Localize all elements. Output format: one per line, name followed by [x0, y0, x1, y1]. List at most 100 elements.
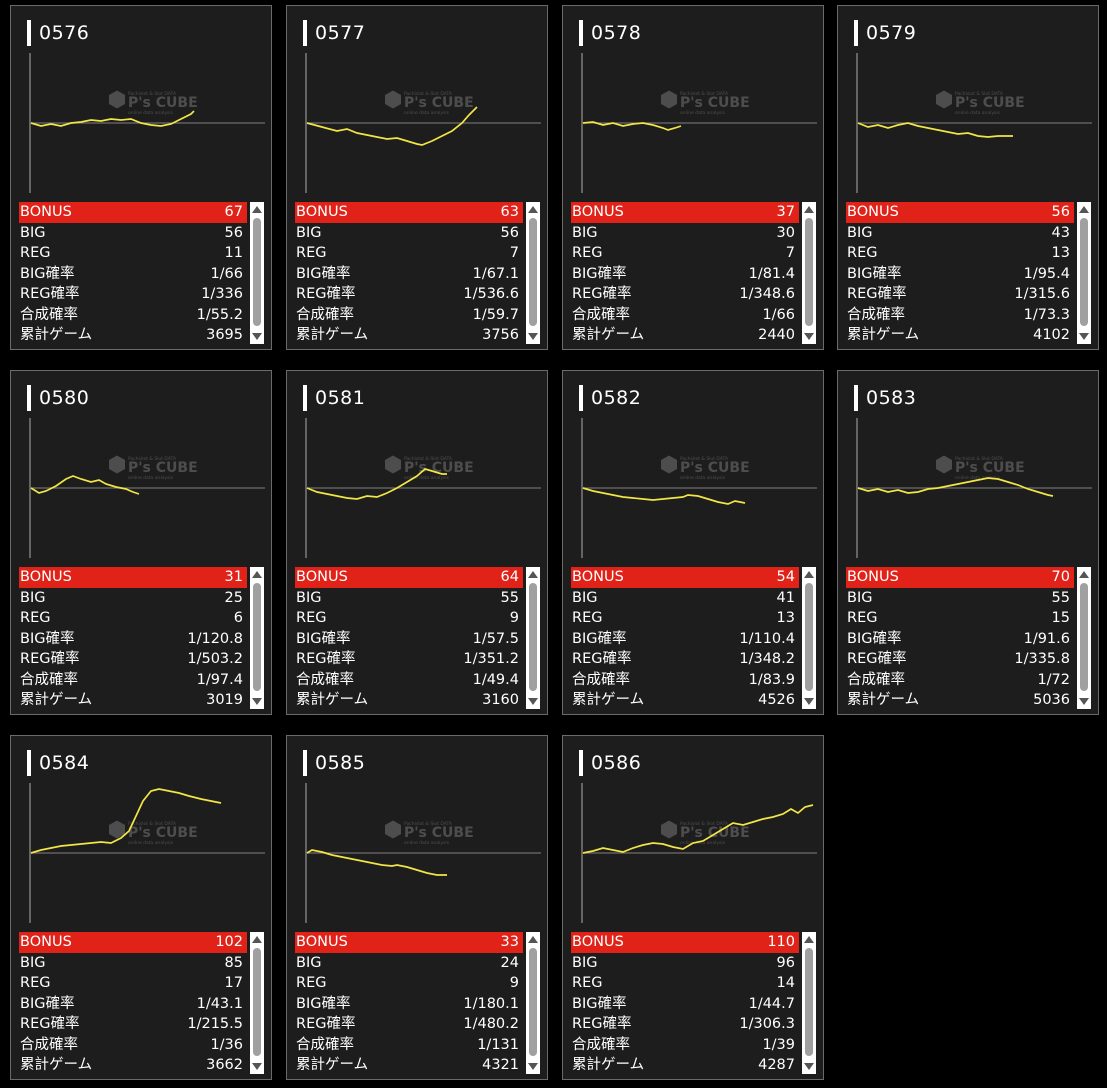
- scroll-thumb[interactable]: [529, 948, 537, 1056]
- scroll-thumb[interactable]: [805, 583, 813, 691]
- machine-number: 0583: [866, 387, 917, 409]
- scroll-down-arrow-icon[interactable]: [528, 333, 538, 340]
- machine-card[interactable]: 0576 P's CUBE Pachislot & Slot DATA online…: [10, 5, 272, 350]
- svg-text:P's CUBE: P's CUBE: [128, 825, 198, 841]
- header-bar: [303, 750, 307, 776]
- total-rate-label: 合成確率: [296, 1036, 354, 1053]
- scrollbar[interactable]: [1077, 567, 1091, 709]
- svg-text:Pachislot & Slot DATA: Pachislot & Slot DATA: [404, 821, 453, 827]
- scrollbar[interactable]: [802, 932, 816, 1074]
- svg-text:Pachislot & Slot DATA: Pachislot & Slot DATA: [404, 456, 453, 462]
- scrollbar[interactable]: [526, 202, 540, 344]
- bonus-row: BONUS 54: [571, 567, 799, 588]
- big-value: 56: [224, 224, 243, 241]
- big-label: BIG: [296, 224, 322, 241]
- scroll-up-arrow-icon[interactable]: [252, 936, 262, 943]
- svg-text:P's CUBE: P's CUBE: [404, 825, 474, 841]
- machine-card[interactable]: 0585 P's CUBE Pachislot & Slot DATA online…: [286, 735, 548, 1080]
- reg-value: 7: [509, 245, 519, 261]
- scroll-thumb[interactable]: [253, 583, 261, 691]
- svg-text:Pachislot & Slot DATA: Pachislot & Slot DATA: [955, 91, 1004, 97]
- reg-value: 11: [224, 245, 243, 261]
- bonus-label: BONUS: [572, 204, 624, 220]
- reg-rate-value: 1/348.2: [739, 651, 795, 667]
- scroll-up-arrow-icon[interactable]: [804, 206, 814, 213]
- total-rate-label: 合成確率: [847, 306, 905, 323]
- scroll-down-arrow-icon[interactable]: [804, 333, 814, 340]
- scroll-thumb[interactable]: [253, 218, 261, 326]
- scroll-thumb[interactable]: [805, 948, 813, 1056]
- big-rate-label: BIG確率: [296, 265, 351, 282]
- scroll-down-arrow-icon[interactable]: [1079, 698, 1089, 705]
- reg-rate-label: REG確率: [296, 651, 356, 667]
- reg-row: REG 13: [571, 608, 799, 629]
- scroll-up-arrow-icon[interactable]: [804, 936, 814, 943]
- bonus-value: 56: [1051, 204, 1070, 220]
- big-label: BIG: [20, 224, 46, 241]
- machine-card[interactable]: 0582 P's CUBE Pachislot & Slot DATA online…: [562, 370, 824, 715]
- scroll-thumb[interactable]: [529, 218, 537, 326]
- scrollbar[interactable]: [250, 932, 264, 1074]
- scroll-down-arrow-icon[interactable]: [252, 1063, 262, 1070]
- scroll-up-arrow-icon[interactable]: [804, 571, 814, 578]
- scroll-thumb[interactable]: [529, 583, 537, 691]
- big-rate-label: BIG確率: [20, 265, 75, 282]
- machine-card[interactable]: 0579 P's CUBE Pachislot & Slot DATA online…: [837, 5, 1099, 350]
- big-rate-row: BIG確率 1/57.5: [295, 629, 523, 650]
- scroll-down-arrow-icon[interactable]: [804, 698, 814, 705]
- scrollbar[interactable]: [250, 567, 264, 709]
- machine-number: 0582: [591, 387, 642, 409]
- total-rate-row: 合成確率 1/97.4: [19, 670, 247, 691]
- machine-header: 0576: [27, 18, 89, 48]
- machine-header: 0582: [579, 383, 641, 413]
- scroll-thumb[interactable]: [1080, 583, 1088, 691]
- machine-card[interactable]: 0581 P's CUBE Pachislot & Slot DATA online…: [286, 370, 548, 715]
- games-value: 3019: [206, 692, 243, 708]
- total-rate-label: 合成確率: [847, 671, 905, 688]
- scrollbar[interactable]: [1077, 202, 1091, 344]
- scroll-up-arrow-icon[interactable]: [528, 571, 538, 578]
- machine-card[interactable]: 0583 P's CUBE Pachislot & Slot DATA online…: [837, 370, 1099, 715]
- scroll-down-arrow-icon[interactable]: [1079, 333, 1089, 340]
- scrollbar[interactable]: [802, 567, 816, 709]
- scroll-up-arrow-icon[interactable]: [1079, 206, 1089, 213]
- stats-table: BONUS 64 BIG 55 REG 9 BIG確率 1/57.5 REG確率 1/35…: [295, 567, 541, 709]
- machine-card[interactable]: 0580 P's CUBE Pachislot & Slot DATA online…: [10, 370, 272, 715]
- bonus-row: BONUS 56: [846, 202, 1074, 223]
- scroll-thumb[interactable]: [1080, 218, 1088, 326]
- machine-header: 0578: [579, 18, 641, 48]
- games-label: 累計ゲーム: [20, 692, 93, 708]
- scroll-up-arrow-icon[interactable]: [252, 571, 262, 578]
- stats-table: BONUS 54 BIG 41 REG 13 BIG確率 1/110.4 REG確率 1/…: [571, 567, 817, 709]
- scroll-up-arrow-icon[interactable]: [528, 206, 538, 213]
- scroll-up-arrow-icon[interactable]: [252, 206, 262, 213]
- scroll-up-arrow-icon[interactable]: [528, 936, 538, 943]
- machine-card[interactable]: 0577 P's CUBE Pachislot & Slot DATA online…: [286, 5, 548, 350]
- machine-card[interactable]: 0578 P's CUBE Pachislot & Slot DATA online…: [562, 5, 824, 350]
- scroll-down-arrow-icon[interactable]: [252, 698, 262, 705]
- scroll-thumb[interactable]: [253, 948, 261, 1056]
- scrollbar[interactable]: [526, 567, 540, 709]
- scroll-down-arrow-icon[interactable]: [528, 698, 538, 705]
- scrollbar[interactable]: [250, 202, 264, 344]
- reg-rate-row: REG確率 1/336: [19, 284, 247, 305]
- scrollbar[interactable]: [802, 202, 816, 344]
- machine-card[interactable]: 0584 P's CUBE Pachislot & Slot DATA online…: [10, 735, 272, 1080]
- scrollbar[interactable]: [526, 932, 540, 1074]
- games-value: 5036: [1033, 692, 1070, 708]
- reg-rate-row: REG確率 1/536.6: [295, 284, 523, 305]
- reg-row: REG 15: [846, 608, 1074, 629]
- machine-card[interactable]: 0586 P's CUBE Pachislot & Slot DATA online…: [562, 735, 824, 1080]
- scroll-thumb[interactable]: [805, 218, 813, 326]
- reg-row: REG 11: [19, 243, 247, 264]
- scroll-down-arrow-icon[interactable]: [804, 1063, 814, 1070]
- scroll-down-arrow-icon[interactable]: [528, 1063, 538, 1070]
- scroll-up-arrow-icon[interactable]: [1079, 571, 1089, 578]
- scroll-down-arrow-icon[interactable]: [252, 333, 262, 340]
- total-rate-value: 1/66: [762, 306, 795, 323]
- total-rate-value: 1/36: [210, 1036, 243, 1053]
- payout-line: [30, 475, 140, 495]
- total-rate-row: 合成確率 1/131: [295, 1035, 523, 1056]
